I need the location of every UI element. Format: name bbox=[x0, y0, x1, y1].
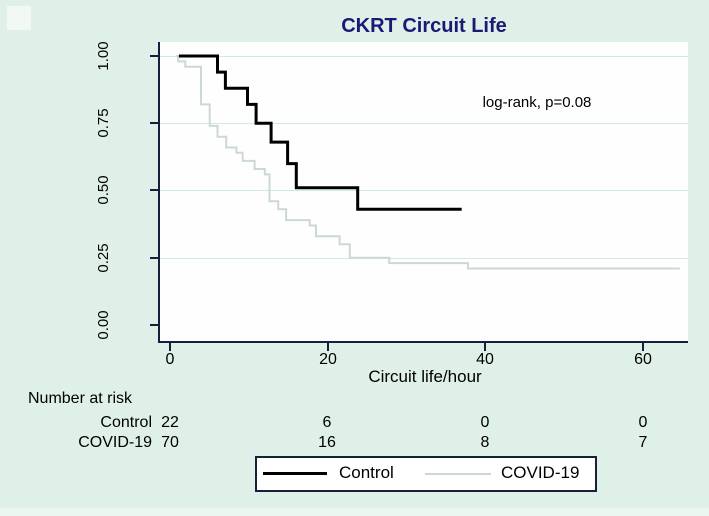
gridline-0.50 bbox=[160, 190, 688, 191]
risk-value: 6 bbox=[322, 414, 332, 431]
risk-value: 16 bbox=[318, 434, 336, 451]
y-tick-label: 0.25 bbox=[95, 243, 112, 273]
log-rank-annotation: log-rank, p=0.08 bbox=[482, 94, 592, 111]
risk-value: 22 bbox=[161, 414, 179, 431]
legend-label-control: Control bbox=[339, 463, 394, 482]
risk-value: 7 bbox=[638, 434, 648, 451]
legend-label-covid: COVID-19 bbox=[501, 463, 580, 482]
y-tick-0.50 bbox=[150, 189, 158, 191]
gridline-0.75 bbox=[160, 123, 688, 124]
risk-value: 0 bbox=[638, 414, 648, 431]
y-tick-label: 0.75 bbox=[95, 108, 112, 138]
bottom-edge-strip bbox=[0, 508, 709, 516]
x-tick-label: 0 bbox=[165, 351, 175, 368]
risk-table-title: Number at risk bbox=[28, 390, 133, 407]
x-tick-20 bbox=[327, 343, 329, 351]
chart-title: CKRT Circuit Life bbox=[341, 15, 507, 37]
x-tick-0 bbox=[169, 343, 171, 351]
x-axis-title: Circuit life/hour bbox=[368, 367, 482, 386]
risk-row-label-control: Control bbox=[100, 414, 152, 431]
x-tick-label: 60 bbox=[634, 351, 652, 368]
legend-line-covid bbox=[425, 473, 491, 475]
risk-row-label-covid: COVID-19 bbox=[78, 434, 152, 451]
x-tick-label: 40 bbox=[476, 351, 494, 368]
plot-area bbox=[160, 42, 688, 341]
x-axis-line bbox=[158, 341, 688, 343]
risk-value: 8 bbox=[480, 434, 490, 451]
risk-value: 70 bbox=[161, 434, 179, 451]
y-tick-1.00 bbox=[150, 55, 158, 57]
y-tick-label: 1.00 bbox=[95, 41, 112, 71]
y-axis-line bbox=[158, 42, 160, 343]
x-tick-label: 20 bbox=[319, 351, 337, 368]
y-tick-label: 0.00 bbox=[95, 310, 112, 340]
x-tick-40 bbox=[484, 343, 486, 351]
y-tick-0.25 bbox=[150, 257, 158, 259]
y-tick-0.75 bbox=[150, 122, 158, 124]
corner-artifact bbox=[7, 6, 31, 30]
y-tick-0.00 bbox=[150, 324, 158, 326]
gridline-0.25 bbox=[160, 258, 688, 259]
legend-line-control bbox=[263, 472, 327, 475]
x-tick-60 bbox=[642, 343, 644, 351]
risk-value: 0 bbox=[480, 414, 490, 431]
y-tick-label: 0.50 bbox=[95, 175, 112, 205]
gridline-1.00 bbox=[160, 56, 688, 57]
